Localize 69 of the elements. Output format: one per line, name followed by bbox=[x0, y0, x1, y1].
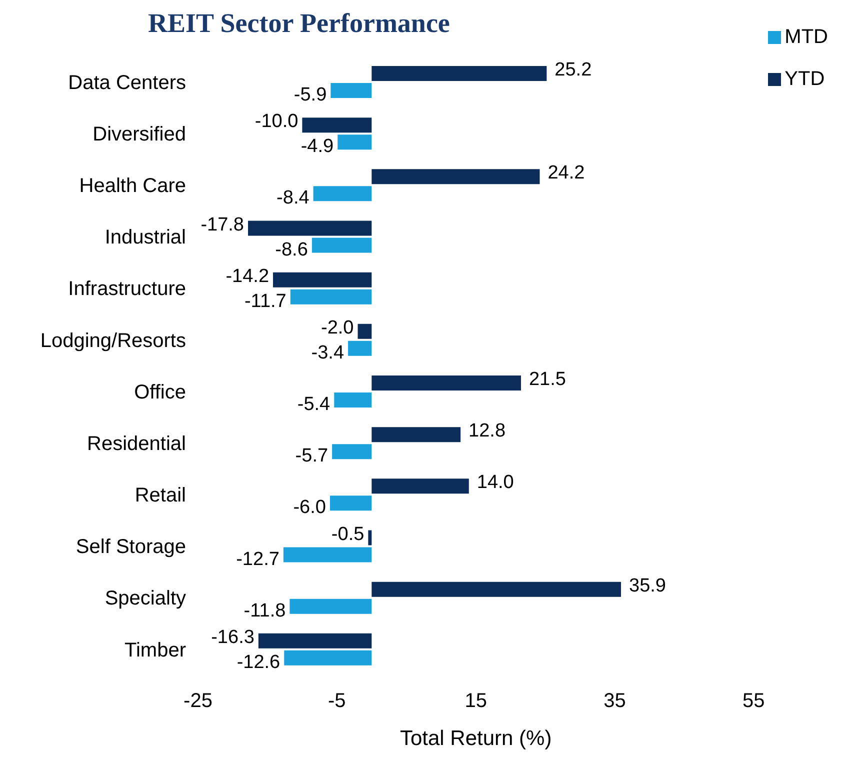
x-tick-label: 55 bbox=[742, 690, 765, 712]
y-tick-label: Industrial bbox=[104, 226, 186, 249]
y-tick-label: Retail bbox=[134, 484, 186, 507]
data-label: -2.0 bbox=[321, 317, 354, 338]
bar bbox=[338, 134, 372, 150]
data-label: -5.4 bbox=[297, 394, 331, 416]
data-label: -12.6 bbox=[236, 652, 280, 673]
x-tick-label: 15 bbox=[464, 690, 487, 712]
y-tick-label: Residential bbox=[87, 432, 186, 455]
bar bbox=[368, 530, 372, 546]
bar bbox=[372, 376, 521, 390]
x-tick-label: 35 bbox=[604, 690, 626, 712]
legend-label: MTD bbox=[784, 26, 828, 48]
bar bbox=[330, 496, 372, 511]
data-label: -6.0 bbox=[293, 497, 326, 518]
data-label: 35.9 bbox=[629, 575, 666, 596]
y-tick-label: Data Centers bbox=[68, 72, 186, 94]
bar bbox=[372, 169, 540, 184]
bar bbox=[290, 289, 372, 304]
bar bbox=[290, 598, 372, 614]
data-label: -0.5 bbox=[331, 524, 364, 545]
y-tick-label: Timber bbox=[124, 639, 186, 662]
bar bbox=[312, 238, 372, 253]
data-label: -5.9 bbox=[294, 84, 327, 106]
y-tick-label: Lodging/Resorts bbox=[40, 330, 186, 352]
data-label: 12.8 bbox=[468, 420, 506, 442]
bar bbox=[283, 547, 372, 562]
bar bbox=[372, 582, 622, 597]
x-tick-label: -25 bbox=[184, 690, 212, 712]
bar bbox=[372, 478, 469, 494]
chart-title: REIT Sector Performance bbox=[148, 8, 450, 39]
data-label: -16.3 bbox=[211, 626, 254, 648]
data-label: -4.9 bbox=[300, 136, 334, 158]
bar bbox=[334, 392, 372, 408]
data-label: 25.2 bbox=[554, 60, 592, 81]
data-label: -10.0 bbox=[254, 111, 298, 132]
bar bbox=[372, 66, 547, 81]
data-label: -17.8 bbox=[200, 214, 244, 236]
bar bbox=[332, 444, 372, 460]
bar bbox=[302, 118, 372, 133]
bar bbox=[358, 324, 372, 339]
data-label: -8.6 bbox=[275, 239, 308, 260]
y-tick-label: Infrastructure bbox=[68, 278, 186, 300]
bar bbox=[273, 272, 372, 288]
data-label: 21.5 bbox=[528, 369, 566, 390]
data-label: -11.7 bbox=[244, 290, 286, 312]
bar bbox=[330, 83, 372, 98]
bar bbox=[372, 427, 461, 442]
y-tick-label: Diversified bbox=[92, 123, 186, 146]
y-tick-label: Specialty bbox=[104, 588, 186, 610]
bar bbox=[348, 340, 372, 356]
x-tick-label: -5 bbox=[328, 690, 346, 712]
data-label: -3.4 bbox=[311, 342, 344, 364]
data-label: -14.2 bbox=[226, 266, 270, 287]
data-label: -11.8 bbox=[244, 600, 286, 622]
x-axis-title: Total Return (%) bbox=[400, 727, 552, 750]
data-label: -8.4 bbox=[276, 188, 310, 209]
y-tick-label: Health Care bbox=[79, 175, 186, 198]
y-tick-label: Office bbox=[134, 381, 186, 404]
data-label: 24.2 bbox=[548, 162, 585, 184]
data-label: -5.7 bbox=[295, 446, 328, 467]
data-label: -12.7 bbox=[236, 548, 280, 570]
bar bbox=[284, 650, 372, 666]
bar bbox=[248, 220, 372, 236]
legend-label: YTD bbox=[784, 68, 825, 90]
bar bbox=[258, 633, 372, 648]
data-label: 14.0 bbox=[476, 472, 514, 494]
bar bbox=[313, 186, 372, 202]
y-tick-label: Self Storage bbox=[76, 536, 186, 558]
